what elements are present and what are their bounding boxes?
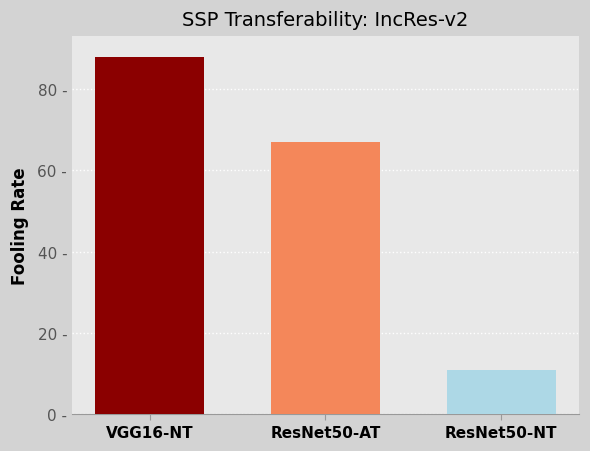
Title: SSP Transferability: IncRes-v2: SSP Transferability: IncRes-v2	[182, 11, 468, 30]
Bar	[95, 57, 204, 414]
Bar	[447, 370, 556, 414]
Bar	[271, 143, 380, 414]
Y-axis label: Fooling Rate: Fooling Rate	[11, 167, 29, 285]
